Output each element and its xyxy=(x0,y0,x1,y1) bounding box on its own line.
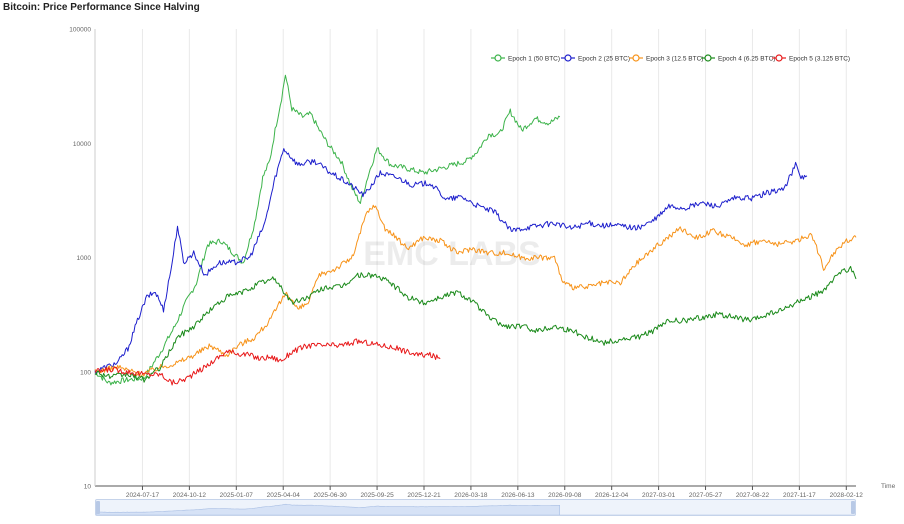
series-line-epoch-3 xyxy=(94,204,857,377)
zoom-handle-left[interactable] xyxy=(96,501,100,514)
chart-title: Bitcoin: Price Performance Since Halving xyxy=(3,2,200,13)
x-tick-label: 2026-09-08 xyxy=(548,492,582,499)
zoom-slider[interactable] xyxy=(95,499,856,516)
y-tick-label: 1000 xyxy=(77,255,92,262)
legend-label: Epoch 4 (6.25 BTC) xyxy=(718,55,775,62)
series-line-epoch-2 xyxy=(94,148,808,375)
legend-label: Epoch 5 (3.125 BTC) xyxy=(789,55,850,62)
y-tick-label: 100 xyxy=(80,369,91,376)
x-tick-label: 2026-03-18 xyxy=(454,492,488,499)
x-tick-label: 2027-08-22 xyxy=(736,492,770,499)
legend-marker xyxy=(775,54,783,62)
x-tick-label: 2026-06-13 xyxy=(501,492,535,499)
axes-layer: 2024-07-17 2024-10-12 2025-01-07 2025-04-04… xyxy=(69,27,895,500)
x-tick-label: 2025-12-21 xyxy=(407,492,441,499)
x-axis-label: Time xyxy=(881,483,896,490)
x-tick-label: 2027-11-17 xyxy=(783,492,816,499)
x-tick-label: 2027-03-01 xyxy=(642,492,676,499)
series-line-epoch-4 xyxy=(94,265,857,383)
series-line-epoch-1 xyxy=(94,74,561,386)
x-tick-label: 2024-10-12 xyxy=(173,492,207,499)
legend-item-epoch-5[interactable]: Epoch 5 (3.125 BTC) xyxy=(772,54,850,62)
x-tick-label: 2028-02-12 xyxy=(830,492,864,499)
x-tick-label: 2024-07-17 xyxy=(126,492,160,499)
legend-marker xyxy=(494,54,502,62)
legend: Epoch 1 (50 BTC) Epoch 2 (25 BTC) Epoch 3 … xyxy=(491,54,850,62)
x-tick-label: 2025-09-25 xyxy=(360,492,394,499)
x-tick-label: 2027-05-27 xyxy=(689,492,723,499)
legend-item-epoch-4[interactable]: Epoch 4 (6.25 BTC) xyxy=(701,54,775,62)
y-tick-label: 100000 xyxy=(69,27,91,34)
zoom-handle-right[interactable] xyxy=(851,501,855,514)
x-tick-label: 2025-01-07 xyxy=(220,492,254,499)
y-tick-label: 10 xyxy=(84,484,92,491)
watermark: EMC LABS xyxy=(363,235,541,273)
series-lines xyxy=(94,74,857,386)
legend-label: Epoch 2 (25 BTC) xyxy=(578,55,630,62)
legend-marker xyxy=(632,54,640,62)
legend-label: Epoch 1 (50 BTC) xyxy=(508,55,560,62)
legend-label: Epoch 3 (12.5 BTC) xyxy=(646,55,703,62)
legend-item-epoch-1[interactable]: Epoch 1 (50 BTC) xyxy=(491,54,560,62)
x-tick-label: 2026-12-04 xyxy=(595,492,629,499)
legend-item-epoch-3[interactable]: Epoch 3 (12.5 BTC) xyxy=(629,54,703,62)
x-tick-label: 2025-06-30 xyxy=(314,492,348,499)
grid-layer xyxy=(141,29,847,486)
y-tick-label: 10000 xyxy=(73,141,91,148)
legend-marker xyxy=(564,54,572,62)
series-line-epoch-5 xyxy=(94,338,441,386)
zoom-preview xyxy=(96,503,855,515)
legend-marker xyxy=(704,54,712,62)
x-tick-label: 2025-04-04 xyxy=(267,492,301,499)
legend-item-epoch-2[interactable]: Epoch 2 (25 BTC) xyxy=(561,54,630,62)
